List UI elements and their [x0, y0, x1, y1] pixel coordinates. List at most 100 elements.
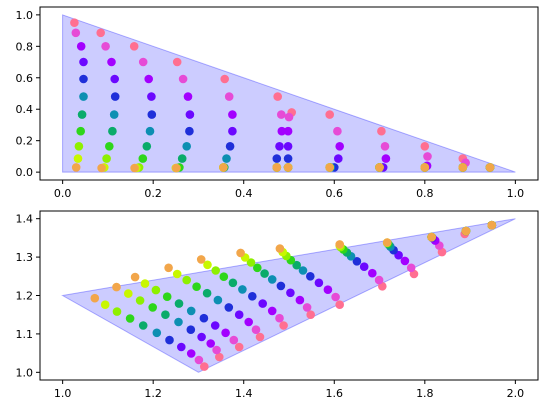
scatter-point [186, 306, 196, 316]
scatter-point [461, 226, 471, 236]
scatter-point [272, 163, 282, 172]
scatter-point [286, 288, 295, 298]
scatter-point [100, 300, 110, 310]
scatter-point [196, 255, 206, 264]
scatter-point [437, 247, 447, 257]
scatter-point [458, 163, 468, 172]
scatter-point [267, 306, 277, 316]
scatter-point [238, 285, 247, 294]
scatter-point [109, 110, 119, 119]
scatter-point [178, 74, 188, 84]
y-tick-label: 0.4 [16, 103, 34, 116]
y-tick-label: 0.8 [16, 40, 34, 53]
scatter-point [283, 142, 293, 151]
scatter-point [101, 42, 110, 51]
scatter-point [298, 266, 308, 275]
scatter-point [220, 74, 229, 84]
scatter-point [276, 281, 286, 291]
x-tick-label: 0.8 [416, 187, 434, 200]
scatter-point [275, 244, 285, 253]
scatter-point [183, 92, 193, 101]
scatter-point [334, 154, 343, 163]
scatter-point [76, 126, 85, 136]
scatter-point [246, 258, 256, 267]
scatter-point [335, 300, 345, 310]
scatter-point [112, 282, 121, 292]
scatter-point [292, 260, 302, 270]
scatter-point [306, 272, 315, 281]
bottom-axes: 1.0 1.2 1.4 1.6 1.8 2.0 1.0 1.1 1.2 1.3 1.4 [16, 210, 539, 400]
scatter-point [185, 110, 195, 119]
scatter-point [368, 268, 377, 278]
scatter-point [219, 272, 229, 282]
scatter-point [212, 345, 221, 355]
scatter-point [177, 154, 187, 163]
scatter-point [273, 92, 283, 101]
scatter-point [229, 335, 239, 345]
x-tick-label: 1.6 [326, 387, 344, 400]
x-tick-label: 0.2 [144, 187, 162, 200]
scatter-point [182, 142, 191, 151]
scatter-point [277, 126, 287, 136]
scatter-point [283, 163, 293, 172]
scatter-point [331, 292, 340, 302]
x-tick-label: 1.4 [235, 387, 253, 400]
scatter-point [255, 332, 265, 342]
scatter-point [251, 325, 261, 335]
scatter-point [112, 307, 122, 316]
scatter-point [200, 362, 209, 371]
scatter-point [215, 352, 224, 362]
scatter-point [130, 163, 139, 173]
scatter-point [108, 126, 117, 136]
scatter-point [423, 152, 432, 161]
scatter-point [182, 275, 191, 285]
scatter-point [107, 57, 116, 67]
scatter-point [174, 299, 184, 308]
x-tick-label: 0.4 [235, 187, 253, 200]
scatter-point [406, 263, 416, 273]
scatter-point [228, 278, 238, 288]
scatter-point [197, 332, 206, 342]
scatter-point [186, 349, 196, 358]
scatter-point [211, 266, 220, 275]
y-tick-label: 1.2 [16, 290, 34, 303]
scatter-point [77, 110, 87, 119]
scatter-point [73, 154, 83, 163]
scatter-point [222, 154, 231, 163]
scatter-point [420, 142, 430, 151]
top-axes: 0.0 0.2 0.4 0.6 0.8 1.0 0.0 0.2 0.4 0.6 0.8 1.0 [16, 6, 539, 200]
axes-frame [39, 6, 539, 181]
scatter-point [147, 110, 157, 119]
scatter-point [314, 278, 324, 288]
scatter-point [165, 335, 174, 345]
scatter-point [224, 303, 234, 312]
scatter-point [110, 92, 120, 101]
scatter-point [79, 92, 88, 101]
scatter-point [252, 263, 262, 273]
scatter-point [224, 92, 234, 101]
scatter-point [199, 313, 209, 323]
scatter-point [138, 154, 148, 163]
shaded-region [62, 14, 516, 173]
scatter-point [71, 28, 81, 38]
scatter-point [244, 317, 253, 327]
scatter-point [260, 269, 269, 278]
scatter-point [203, 260, 212, 270]
scatter-point [71, 163, 81, 172]
scatter-point [221, 328, 230, 338]
scatter-point [306, 310, 316, 320]
scatter-point [236, 248, 245, 258]
scatter-point [400, 256, 410, 266]
scatter-point [130, 272, 140, 282]
scatter-point [138, 321, 148, 330]
scatter-point [140, 279, 150, 288]
scatter-point [97, 163, 106, 173]
scatter-point [202, 288, 212, 298]
scatter-point [151, 285, 161, 295]
scatter-point [225, 142, 235, 151]
x-tick-label: 0.6 [326, 187, 344, 200]
scatter-point [79, 57, 88, 67]
scatter-point [96, 28, 105, 38]
scatter-point [148, 303, 157, 312]
scatter-point [186, 325, 196, 335]
